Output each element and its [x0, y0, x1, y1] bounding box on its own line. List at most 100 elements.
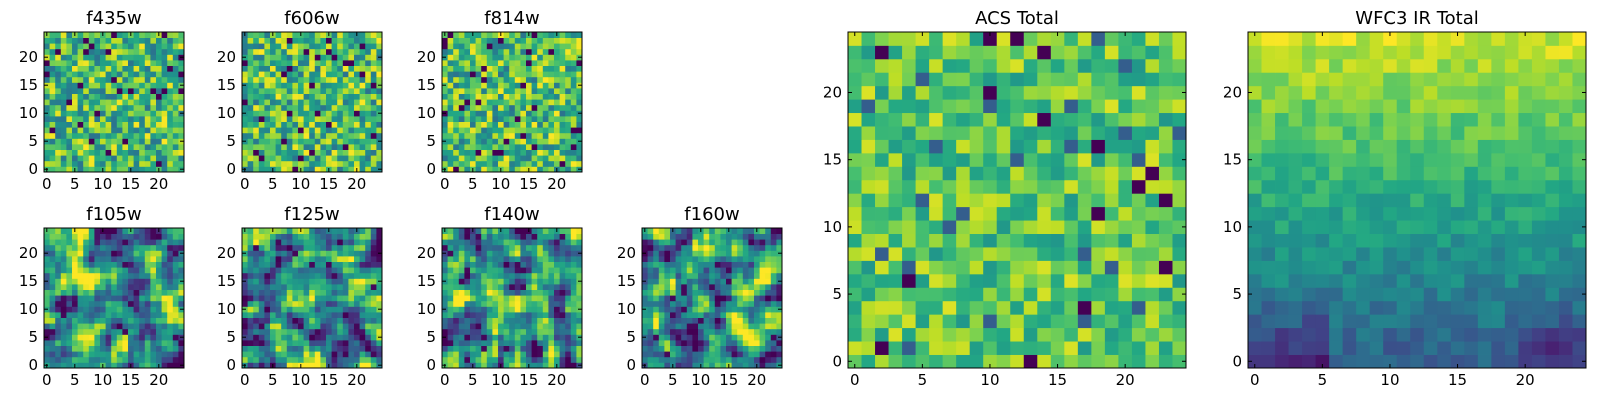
heatmap-cell [1050, 179, 1065, 194]
heatmap-cell [128, 37, 134, 44]
heatmap-cell [453, 334, 460, 341]
heatmap-cell [105, 233, 112, 240]
heatmap-cell [514, 345, 521, 352]
heatmap-cell [1131, 166, 1146, 181]
heatmap-cell [275, 334, 282, 341]
heatmap-cell [537, 144, 544, 150]
heatmap-cell [670, 289, 676, 296]
heatmap-cell [486, 116, 493, 122]
heatmap-cell [554, 82, 560, 89]
heatmap-cell [737, 272, 744, 279]
heatmap-cell [726, 239, 732, 246]
heatmap-cell [492, 144, 499, 150]
heatmap-cell [526, 356, 532, 363]
heatmap-cell [765, 345, 772, 352]
heatmap-cell [111, 278, 118, 285]
heatmap-cell [144, 60, 151, 66]
heatmap-cell [1077, 287, 1092, 302]
heatmap-cell [376, 32, 383, 38]
heatmap-cell [570, 155, 577, 162]
heatmap-cell [60, 99, 67, 106]
heatmap-cell [359, 306, 366, 313]
heatmap-cell [83, 104, 90, 111]
heatmap-cell [526, 99, 532, 106]
heatmap-cell [94, 166, 101, 173]
heatmap-cell [49, 295, 56, 302]
heatmap-cell [509, 88, 516, 94]
heatmap-cell [72, 272, 78, 279]
heatmap-cell [498, 48, 504, 55]
heatmap-cell [303, 312, 310, 318]
heatmap-cell [542, 71, 549, 78]
heatmap-cell [77, 261, 84, 268]
heatmap-cell [526, 60, 532, 66]
heatmap-cell [670, 250, 676, 257]
heatmap-cell [105, 351, 112, 358]
heatmap-cell [548, 267, 555, 274]
heatmap-cell [570, 228, 577, 234]
heatmap-cell [309, 356, 316, 363]
heatmap-cell [447, 132, 454, 139]
heatmap-cell [150, 155, 157, 162]
heatmap-cell [72, 306, 78, 313]
heatmap-cell [514, 256, 521, 262]
heatmap-cell [470, 99, 476, 106]
heatmap-cell [548, 244, 555, 251]
heatmap-cell [292, 160, 299, 167]
heatmap-cell [100, 149, 106, 156]
heatmap-cell [956, 260, 971, 275]
heatmap-cell [359, 149, 366, 156]
heatmap-cell [470, 93, 476, 100]
heatmap-cell [365, 250, 372, 257]
heatmap-cell [520, 312, 527, 318]
heatmap-cell [105, 239, 112, 246]
heatmap-cell [128, 99, 134, 106]
heatmap-cell [531, 121, 538, 128]
heatmap-cell [731, 278, 738, 285]
heatmap-cell [281, 323, 288, 330]
heatmap-cell [331, 351, 338, 358]
heatmap-cell [576, 256, 583, 262]
heatmap-cell [354, 272, 360, 279]
heatmap-cell [526, 233, 532, 240]
heatmap-cell [44, 65, 50, 72]
heatmap-cell [464, 60, 471, 66]
heatmap-cell [570, 289, 577, 296]
heatmap-cell [253, 267, 260, 274]
heatmap-cell [44, 37, 50, 44]
heatmap-cell [1145, 273, 1160, 288]
heatmap-cell [342, 356, 349, 363]
heatmap-cell [376, 340, 383, 346]
heatmap-cell [458, 48, 465, 55]
heatmap-cell [258, 104, 265, 111]
heatmap-cell [342, 48, 349, 55]
heatmap-cell [370, 138, 377, 145]
heatmap-cell [303, 340, 310, 346]
heatmap-cell [77, 110, 84, 117]
heatmap-cell [653, 306, 660, 313]
heatmap-cell [167, 300, 174, 307]
heatmap-cell [247, 312, 254, 318]
heatmap-cell [100, 132, 106, 139]
heatmap-cell [754, 340, 760, 346]
heatmap-cell [503, 356, 510, 363]
heatmap-cell [442, 43, 448, 50]
heatmap-cell [270, 239, 276, 246]
heatmap-cell [309, 160, 316, 167]
heatmap-cell [275, 60, 282, 66]
heatmap-cell [281, 54, 288, 61]
heatmap-cell [116, 166, 123, 173]
heatmap-cell [83, 149, 90, 156]
heatmap-cell [167, 99, 174, 106]
heatmap-cell [531, 323, 538, 330]
heatmap-cell [915, 166, 930, 181]
heatmap-cell [720, 228, 727, 234]
y-tick-label: 10 [417, 104, 436, 122]
heatmap-cell [150, 244, 157, 251]
heatmap-cell [514, 278, 521, 285]
heatmap-cell [453, 261, 460, 268]
heatmap-cell [303, 272, 310, 279]
heatmap-cell [1118, 341, 1133, 355]
heatmap-cell [167, 239, 174, 246]
heatmap-cell [848, 179, 862, 194]
